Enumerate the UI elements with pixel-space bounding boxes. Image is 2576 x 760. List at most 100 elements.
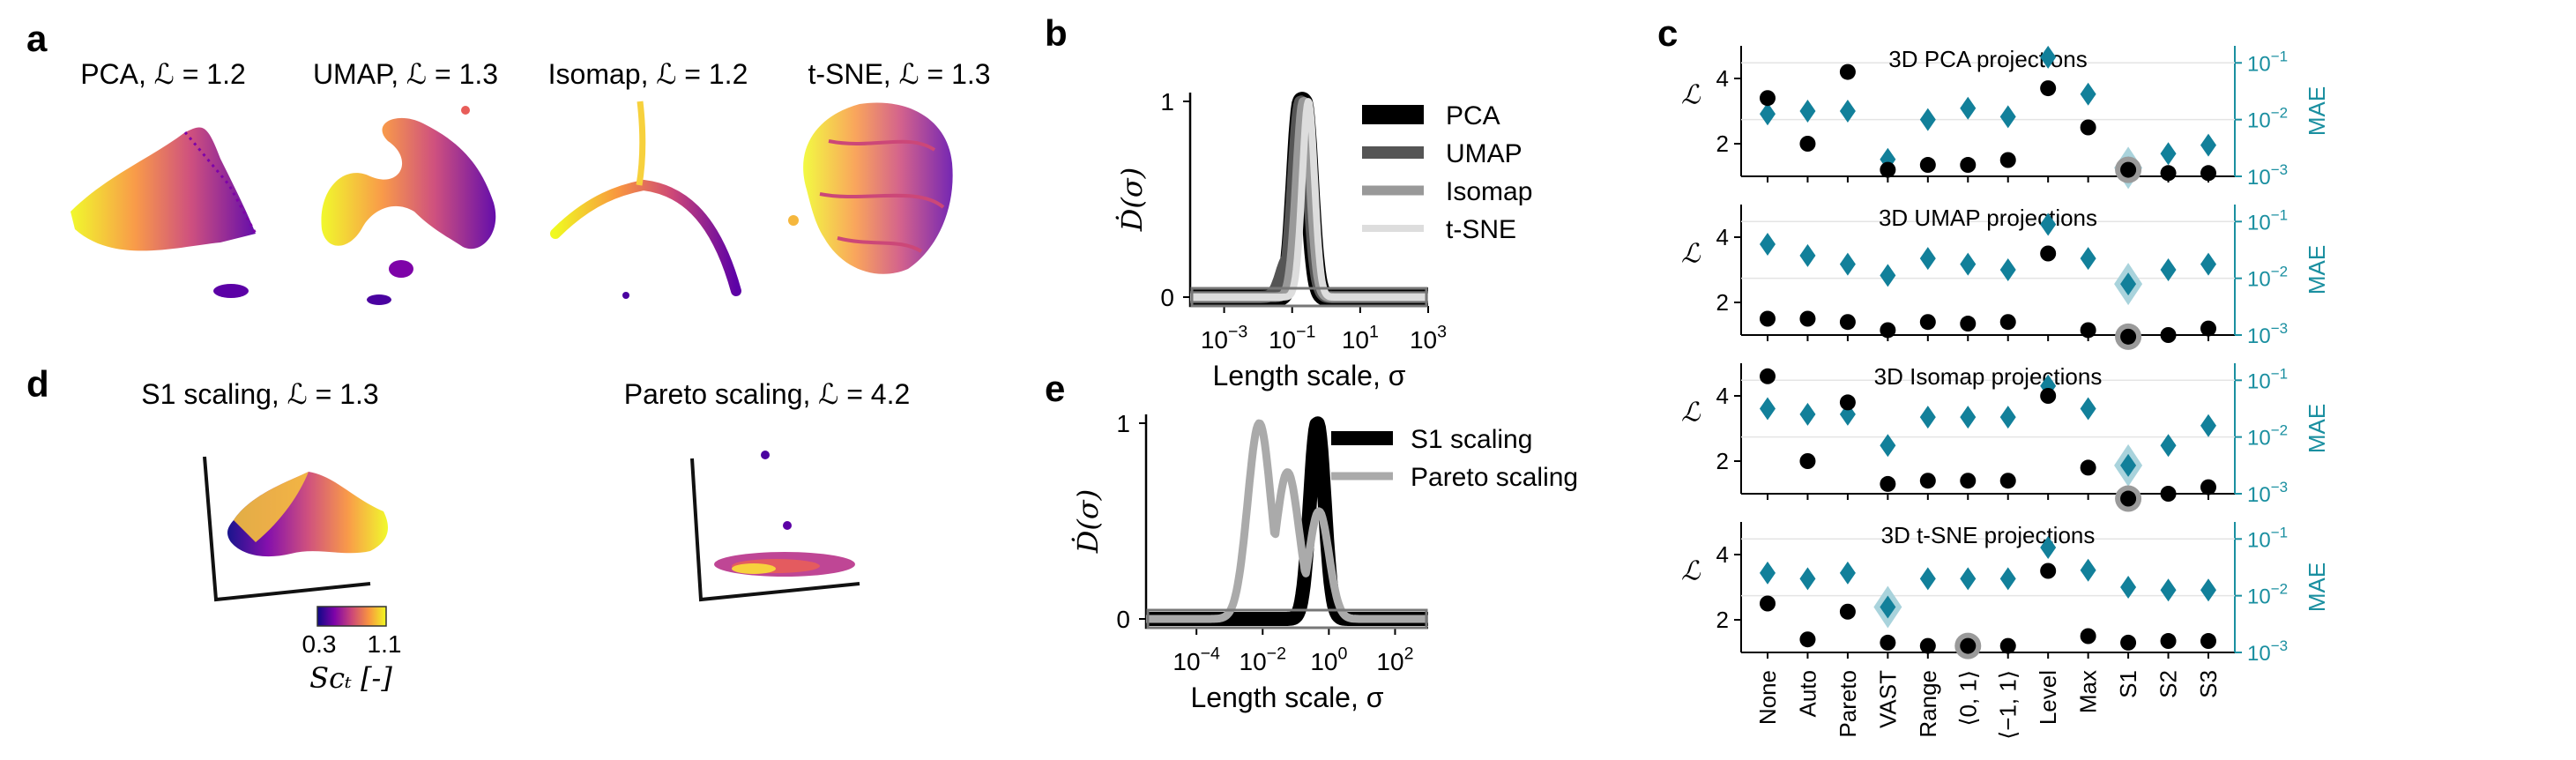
subplot-pca: 3D PCA projections 2 4ℒ 10−1 10−2 10−3 MAE [1681,45,2330,190]
y-left-label: ℒ [1681,556,1701,587]
category-label: ⟨0, 1⟩ [1954,670,1981,726]
mae-point [2080,397,2096,421]
colorbar: 0.3 1.1 Scₜ [-] [302,606,402,695]
L-point [1960,473,1977,489]
umap-projection-image [321,106,496,305]
mae-point [2120,272,2137,296]
category-label: S3 [2195,670,2222,698]
panel-d-title-s1: S1 scaling, ℒ = 1.3 [141,378,378,410]
mae-point [1760,233,1776,257]
L-point [1760,595,1776,612]
panel-b-label: b [1045,12,1068,54]
category-label: Level [2035,670,2061,725]
y-right-tick-label: 10−3 [2247,637,2288,666]
isomap-projection-image [550,101,741,299]
L-point [2080,459,2096,476]
mae-point [2200,414,2216,437]
mae-point [1919,406,1936,429]
mae-point [1799,243,1816,267]
L-point [1799,310,1816,327]
L-point [1760,90,1776,107]
subplot-title: 3D PCA projections [1888,46,2087,72]
legend-label: S1 scaling [1411,425,1532,454]
x-tick-label: 10−3 [1201,322,1248,354]
legend-label: Isomap [1446,177,1532,206]
L-point [2160,165,2177,182]
x-tick-label: 10−2 [1240,644,1287,675]
L-point [2080,628,2096,645]
tsne-projection-image [788,102,953,274]
mae-point [2200,252,2216,276]
L-point [1799,631,1816,648]
y-right-label: MAE [2304,86,2330,136]
mae-point [2160,142,2177,166]
L-point [1880,161,1896,178]
L-point [1919,637,1936,654]
category-label: S1 [2115,670,2141,698]
series-line-pareto-scaling [1143,419,1432,623]
L-point [2120,161,2137,178]
mae-point [2040,212,2057,236]
mae-point [1799,567,1816,591]
mae-point [1919,108,1936,131]
subplot-title: 3D t-SNE projections [1881,522,2096,548]
panel-a-title-pca: PCA, ℒ = 1.2 [80,58,246,90]
y-tick-label: 2 [1716,448,1729,474]
L-point [1999,473,2016,489]
baseline-box [1190,287,1428,308]
category-label: Pareto [1835,670,1861,738]
panel-a-title-tsne: t-SNE, ℒ = 1.3 [808,58,990,90]
L-point [1880,322,1896,339]
mae-point [2120,453,2137,477]
y-tick-label: 4 [1716,541,1729,568]
colorbar-max: 1.1 [368,630,402,658]
mae-point [1919,247,1936,271]
legend-label: t-SNE [1446,215,1516,244]
L-point [1760,368,1776,384]
L-point [2040,80,2057,97]
subplot-title: 3D UMAP projections [1879,205,2097,231]
L-point [2200,320,2216,337]
L-point [1919,473,1936,489]
x-axis-label: Length scale, σ [1213,360,1406,391]
L-point [2120,328,2137,345]
L-point [2040,563,2057,579]
y-tick-label: 1 [1116,410,1130,437]
y-tick-label: 0 [1160,284,1174,311]
y-right-tick-label: 10−3 [2247,161,2288,190]
mae-point [1960,567,1977,591]
panel-c: c 3D PCA projections24ℒ10−110−210−3MAE3D… [1657,12,2330,740]
mae-point [1760,561,1776,585]
legend-label: PCA [1446,101,1500,130]
L-point [2120,634,2137,651]
panel-d: d S1 scaling, ℒ = 1.3 Pareto scaling, ℒ … [26,363,910,695]
panel-a: a PCA, ℒ = 1.2 UMAP, ℒ = 1.3 Isomap, ℒ =… [26,18,991,305]
y-right-tick-label: 10−1 [2247,206,2288,235]
s1-scaling-3d-plot [203,456,388,602]
category-label: VAST [1874,670,1901,728]
mae-point [1760,102,1776,126]
subplot-tsne: 3D t-SNE projections 2 4ℒ 10−1 10−2 10−3 MAE [1681,522,2330,666]
y-tick-label: 2 [1716,130,1729,157]
L-point [1999,314,2016,331]
subplot-title: 3D Isomap projections [1874,363,2103,390]
x-axis-label: Length scale, σ [1191,682,1384,713]
L-point [2120,490,2137,507]
y-tick-label: 2 [1716,607,1729,633]
L-point [1960,157,1977,174]
series-line-t-sne [1187,98,1431,301]
y-right-tick-label: 10−2 [2247,105,2288,133]
L-point [2200,479,2216,495]
L-point [1839,63,1856,80]
L-point [1960,316,1977,332]
mae-point [2160,258,2177,281]
series-line-s1-scaling [1140,416,1434,626]
y-right-tick-label: 10−2 [2247,581,2288,609]
mae-point [2160,434,2177,458]
mae-point [1960,96,1977,120]
y-tick-label: 1 [1160,88,1174,115]
subplot-umap: 3D UMAP projections 2 4ℒ 10−1 10−2 10−3 MAE [1681,205,2330,350]
L-point [1760,310,1776,327]
